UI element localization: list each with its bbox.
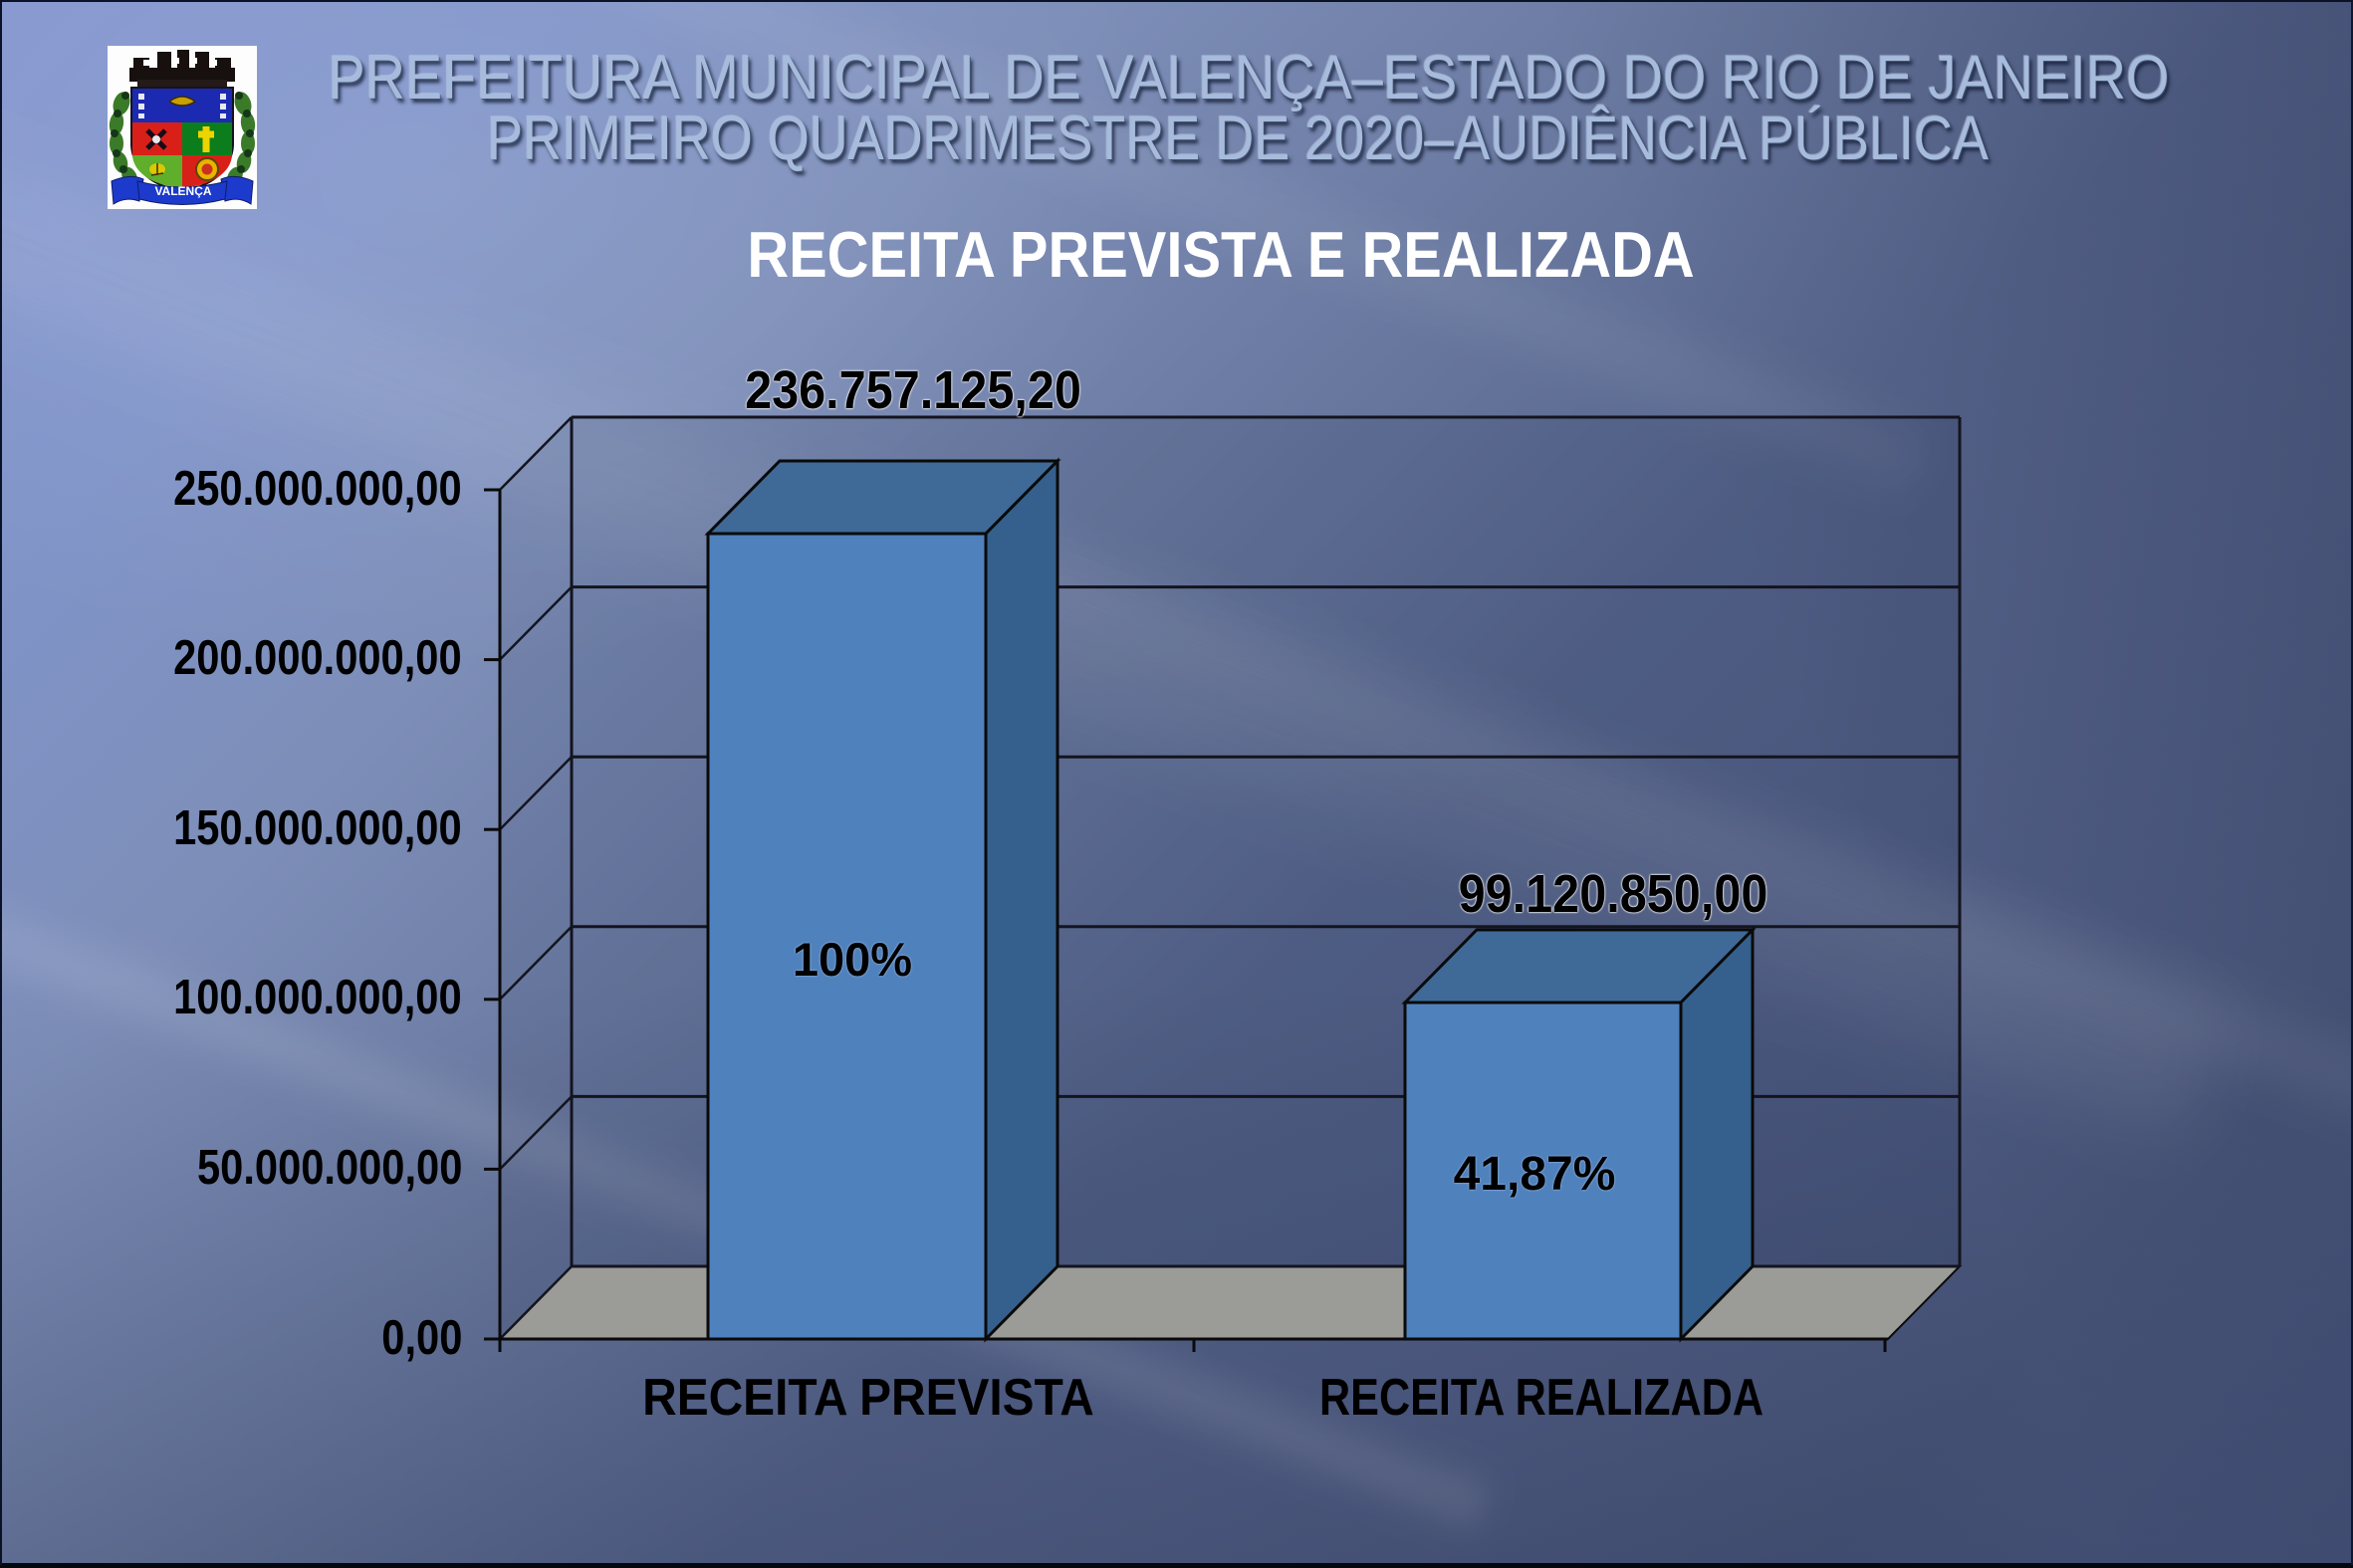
svg-text:VALENÇA: VALENÇA [154, 184, 211, 198]
